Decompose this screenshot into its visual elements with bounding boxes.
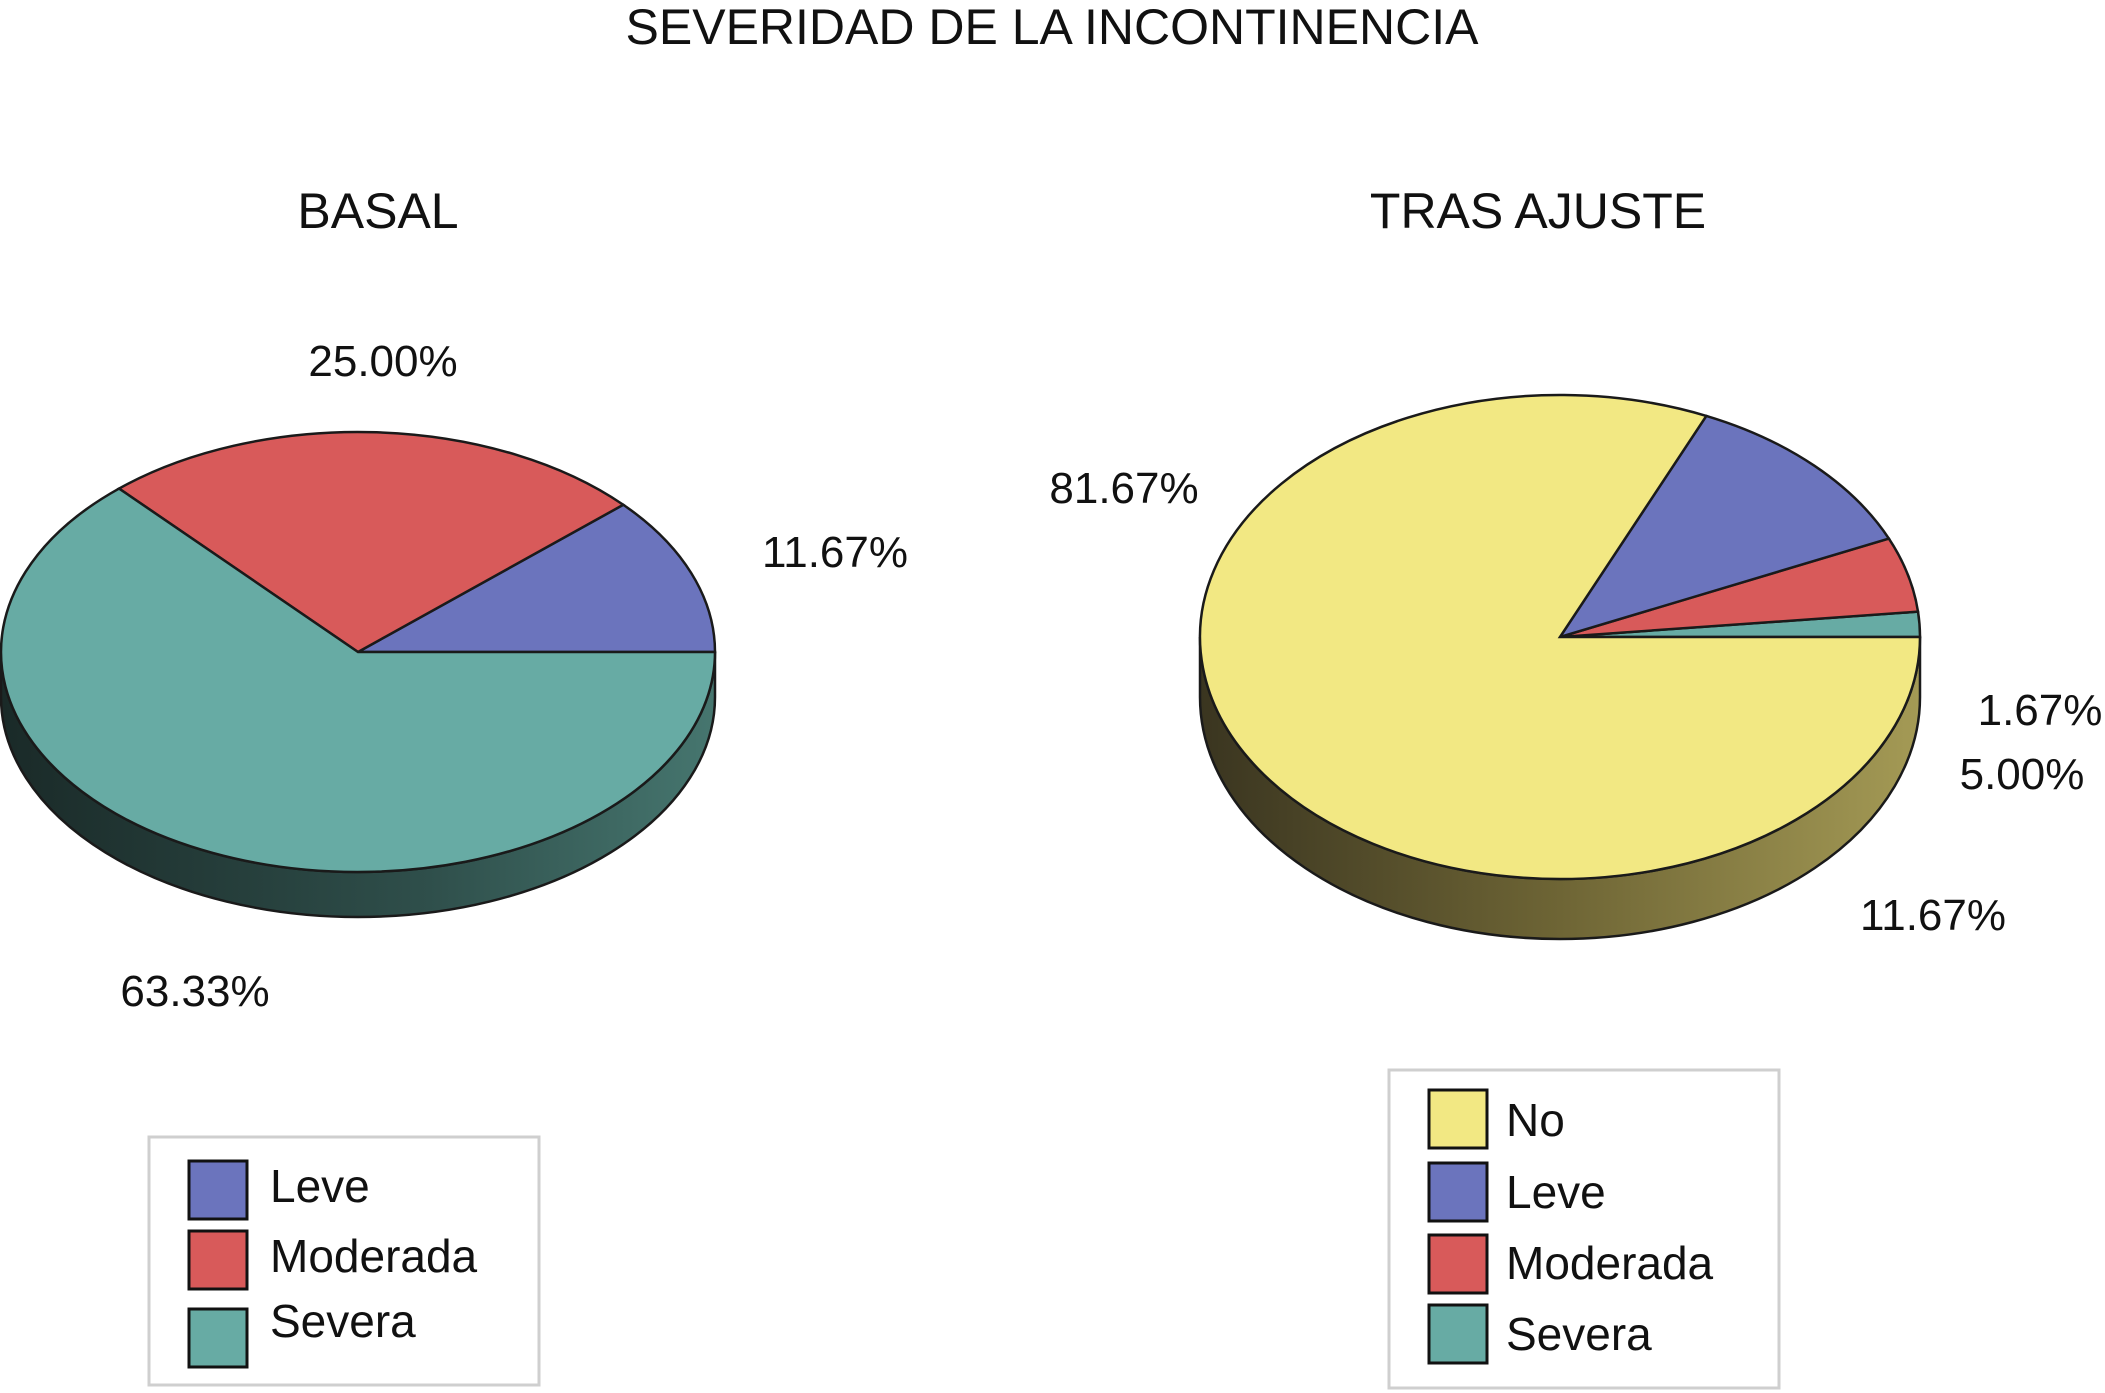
legend-label-severa-2: Severa — [1506, 1308, 1652, 1360]
pie-slice-leve — [353, 503, 717, 654]
slice-label-tras-severa: 1.67% — [1978, 686, 2103, 735]
slice-label-tras-moderada: 5.00% — [1960, 750, 2085, 799]
figure-title: SEVERIDAD DE LA INCONTINENCIA — [626, 0, 1480, 55]
legend-swatch-no — [1427, 1088, 1489, 1150]
pie-chart-basal: BASAL 11.67% 25.00% 63.33% Leve Moderada… — [0, 183, 908, 1387]
legend-label-no: No — [1506, 1094, 1565, 1146]
legend-basal: Leve Moderada Severa — [147, 1135, 541, 1387]
pie-basal-top — [0, 430, 717, 874]
pie-tras-ajuste-top — [1198, 393, 1922, 881]
legend-label-moderada-2: Moderada — [1506, 1237, 1714, 1289]
legend-swatch-moderada — [187, 1229, 249, 1291]
chart-title-basal: BASAL — [297, 183, 458, 239]
slice-label-basal-leve: 11.67% — [762, 528, 908, 577]
legend-label-moderada: Moderada — [270, 1230, 478, 1282]
pie-slice-no — [1198, 393, 1922, 881]
pie-slice-severa — [0, 487, 717, 874]
legend-swatch-severa-2 — [1427, 1303, 1489, 1365]
slice-label-tras-leve: 11.67% — [1860, 891, 2006, 940]
legend-label-leve: Leve — [270, 1160, 370, 1212]
slice-label-basal-severa: 63.33% — [120, 967, 269, 1016]
legend-swatch-severa — [187, 1307, 249, 1369]
legend-swatch-leve — [187, 1159, 249, 1221]
slice-label-tras-no: 81.67% — [1049, 464, 1198, 513]
legend-label-severa: Severa — [270, 1295, 416, 1347]
legend-swatch-moderada-2 — [1427, 1233, 1489, 1295]
chart-title-tras-ajuste: TRAS AJUSTE — [1370, 183, 1706, 239]
pie-slice-leve — [1557, 414, 1891, 640]
legend-swatch-leve-2 — [1427, 1161, 1489, 1223]
legend-tras-ajuste: No Leve Moderada Severa — [1387, 1068, 1781, 1390]
legend-label-leve-2: Leve — [1506, 1166, 1606, 1218]
pie-slice-moderada — [116, 430, 626, 654]
slice-label-basal-moderada: 25.00% — [308, 337, 457, 386]
pie-chart-tras-ajuste: TRAS AJUSTE 1.67% 5.00% 11.67% 81.67% No… — [1049, 183, 2103, 1390]
